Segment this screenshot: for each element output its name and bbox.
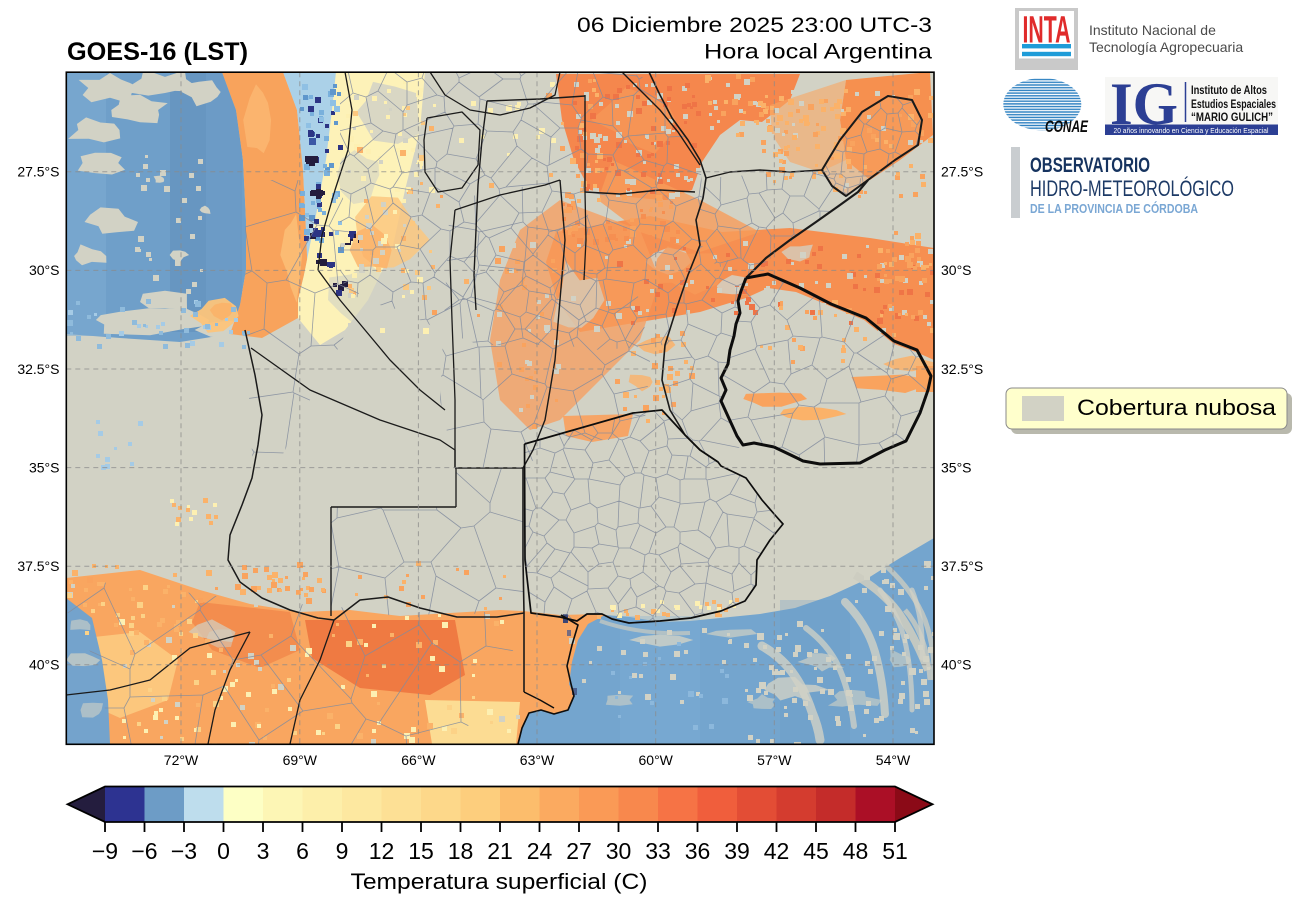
svg-text:36: 36 — [685, 838, 711, 864]
svg-text:30°S: 30°S — [29, 262, 60, 278]
svg-text:66°W: 66°W — [401, 752, 436, 768]
svg-text:15: 15 — [408, 838, 434, 864]
svg-text:−6: −6 — [131, 838, 157, 864]
svg-text:Estudios Espaciales: Estudios Espaciales — [1191, 97, 1276, 111]
svg-text:37.5°S: 37.5°S — [17, 558, 59, 574]
svg-text:Hora local Argentina: Hora local Argentina — [704, 40, 932, 64]
svg-text:−3: −3 — [171, 838, 197, 864]
svg-text:35°S: 35°S — [941, 459, 972, 475]
svg-text:Tecnología Agropecuaria: Tecnología Agropecuaria — [1089, 39, 1243, 55]
svg-text:9: 9 — [336, 838, 349, 864]
svg-text:42: 42 — [764, 838, 790, 864]
svg-text:35°S: 35°S — [29, 459, 60, 475]
svg-text:27.5°S: 27.5°S — [941, 164, 983, 180]
svg-text:72°W: 72°W — [164, 752, 199, 768]
svg-text:32.5°S: 32.5°S — [17, 361, 59, 377]
svg-text:6: 6 — [296, 838, 309, 864]
svg-text:3: 3 — [257, 838, 270, 864]
svg-text:30°S: 30°S — [941, 262, 972, 278]
svg-text:32.5°S: 32.5°S — [941, 361, 983, 377]
svg-text:57°W: 57°W — [757, 752, 792, 768]
svg-text:−9: −9 — [92, 838, 118, 864]
svg-text:51: 51 — [882, 838, 908, 864]
svg-text:CONAE: CONAE — [1045, 117, 1088, 136]
svg-text:OBSERVATORIO: OBSERVATORIO — [1030, 154, 1150, 177]
svg-text:20 años innovando en Ciencia y: 20 años innovando en Ciencia y Educación… — [1114, 126, 1269, 135]
svg-text:48: 48 — [843, 838, 869, 864]
svg-text:40°S: 40°S — [29, 657, 60, 673]
svg-text:27: 27 — [566, 838, 592, 864]
svg-text:“MARIO GULICH”: “MARIO GULICH” — [1191, 110, 1273, 124]
svg-text:45: 45 — [803, 838, 829, 864]
svg-text:Temperatura superficial (C): Temperatura superficial (C) — [351, 869, 648, 894]
svg-text:40°S: 40°S — [941, 657, 972, 673]
svg-text:0: 0 — [217, 838, 230, 864]
svg-text:63°W: 63°W — [520, 752, 555, 768]
svg-text:21: 21 — [487, 838, 513, 864]
svg-text:Instituto de Altos: Instituto de Altos — [1191, 83, 1267, 97]
svg-text:27.5°S: 27.5°S — [17, 164, 59, 180]
svg-text:33: 33 — [645, 838, 671, 864]
svg-text:DE LA PROVINCIA DE CÓRDOBA: DE LA PROVINCIA DE CÓRDOBA — [1030, 201, 1198, 216]
svg-text:60°W: 60°W — [639, 752, 674, 768]
svg-text:HIDRO-METEOROLÓGICO: HIDRO-METEOROLÓGICO — [1030, 176, 1234, 201]
svg-text:12: 12 — [369, 838, 395, 864]
svg-text:39: 39 — [724, 838, 750, 864]
svg-text:69°W: 69°W — [283, 752, 318, 768]
svg-text:54°W: 54°W — [876, 752, 911, 768]
svg-text:37.5°S: 37.5°S — [941, 558, 983, 574]
svg-text:Instituto Nacional de: Instituto Nacional de — [1089, 22, 1216, 38]
svg-text:24: 24 — [527, 838, 553, 864]
svg-text:Cobertura nubosa: Cobertura nubosa — [1077, 395, 1277, 420]
svg-text:30: 30 — [606, 838, 632, 864]
svg-text:06 Diciembre 2025 23:00 UTC-3: 06 Diciembre 2025 23:00 UTC-3 — [577, 13, 932, 37]
svg-text:18: 18 — [448, 838, 474, 864]
svg-text:GOES-16 (LST): GOES-16 (LST) — [67, 38, 248, 66]
